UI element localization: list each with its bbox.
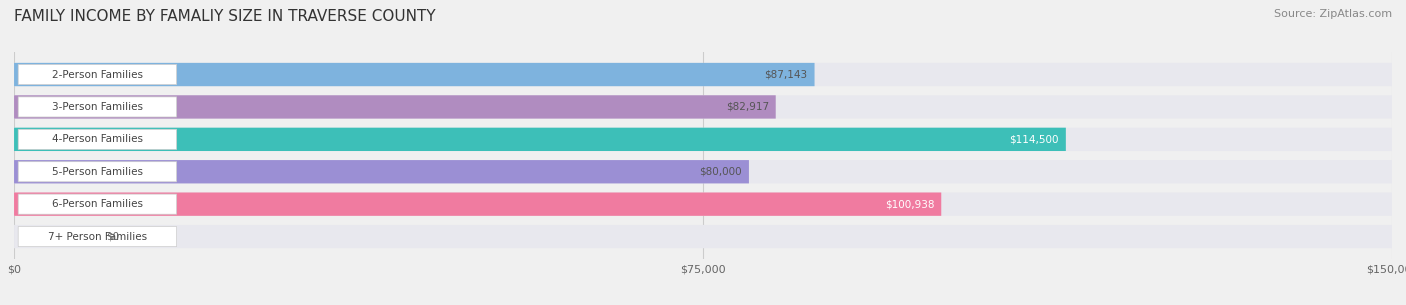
Text: $100,938: $100,938 (884, 199, 935, 209)
Text: 2-Person Families: 2-Person Families (52, 70, 143, 80)
FancyBboxPatch shape (18, 64, 177, 84)
Text: 4-Person Families: 4-Person Families (52, 134, 143, 144)
Text: $82,917: $82,917 (725, 102, 769, 112)
FancyBboxPatch shape (18, 129, 177, 149)
FancyBboxPatch shape (18, 97, 177, 117)
Text: FAMILY INCOME BY FAMALIY SIZE IN TRAVERSE COUNTY: FAMILY INCOME BY FAMALIY SIZE IN TRAVERS… (14, 9, 436, 24)
FancyBboxPatch shape (18, 227, 177, 247)
Text: $0: $0 (105, 231, 120, 242)
FancyBboxPatch shape (14, 63, 1392, 86)
FancyBboxPatch shape (14, 95, 776, 119)
Text: $114,500: $114,500 (1010, 134, 1059, 144)
FancyBboxPatch shape (14, 225, 1392, 248)
Text: 7+ Person Families: 7+ Person Families (48, 231, 148, 242)
FancyBboxPatch shape (14, 95, 1392, 119)
FancyBboxPatch shape (14, 192, 1392, 216)
Text: 3-Person Families: 3-Person Families (52, 102, 143, 112)
FancyBboxPatch shape (14, 63, 814, 86)
Text: 5-Person Families: 5-Person Families (52, 167, 143, 177)
Text: $87,143: $87,143 (765, 70, 807, 80)
FancyBboxPatch shape (18, 162, 177, 182)
FancyBboxPatch shape (14, 128, 1392, 151)
FancyBboxPatch shape (14, 160, 1392, 183)
FancyBboxPatch shape (18, 194, 177, 214)
Text: Source: ZipAtlas.com: Source: ZipAtlas.com (1274, 9, 1392, 19)
FancyBboxPatch shape (14, 128, 1066, 151)
FancyBboxPatch shape (14, 160, 749, 183)
FancyBboxPatch shape (14, 192, 941, 216)
Text: $80,000: $80,000 (699, 167, 742, 177)
Text: 6-Person Families: 6-Person Families (52, 199, 143, 209)
